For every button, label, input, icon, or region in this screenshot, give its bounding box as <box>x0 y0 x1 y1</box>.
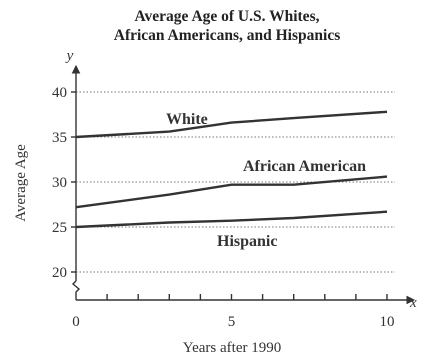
y-tick-label-20: 20 <box>52 265 67 281</box>
series-line-african-american <box>75 175 388 209</box>
grid-lines <box>76 91 395 273</box>
y-tick-label-35: 35 <box>52 130 67 146</box>
x-axis-variable: x <box>409 295 417 311</box>
series-label-hispanic: Hispanic <box>217 233 277 250</box>
y-tick-label-25: 25 <box>52 220 67 236</box>
y-tick-label-40: 40 <box>52 85 67 101</box>
chart-title-line-2: African Americans, and Hispanics <box>114 27 340 44</box>
series-line-hispanic <box>75 210 388 229</box>
series-label-african-american: African American <box>243 158 366 175</box>
x-tick-label-0: 0 <box>72 314 80 330</box>
series-label-white: White <box>166 111 208 128</box>
y-axis-break <box>71 280 81 300</box>
axes <box>71 64 416 305</box>
x-tick-label-10: 10 <box>380 314 395 330</box>
y-tick-label-30: 30 <box>52 175 67 191</box>
y-axis-arrow <box>71 64 81 74</box>
y-axis-label: Average Age <box>13 144 29 222</box>
chart-title-line-1: Average Age of U.S. Whites, <box>135 8 320 25</box>
x-tick-label-5: 5 <box>228 314 236 330</box>
y-axis-variable: y <box>65 48 74 64</box>
x-axis-arrow <box>406 295 416 305</box>
series-line-white <box>75 110 388 139</box>
tick-labels: 20 25 30 35 40 0 5 10 <box>52 85 395 330</box>
series-lines <box>75 110 388 229</box>
x-axis-label: Years after 1990 <box>183 340 281 356</box>
